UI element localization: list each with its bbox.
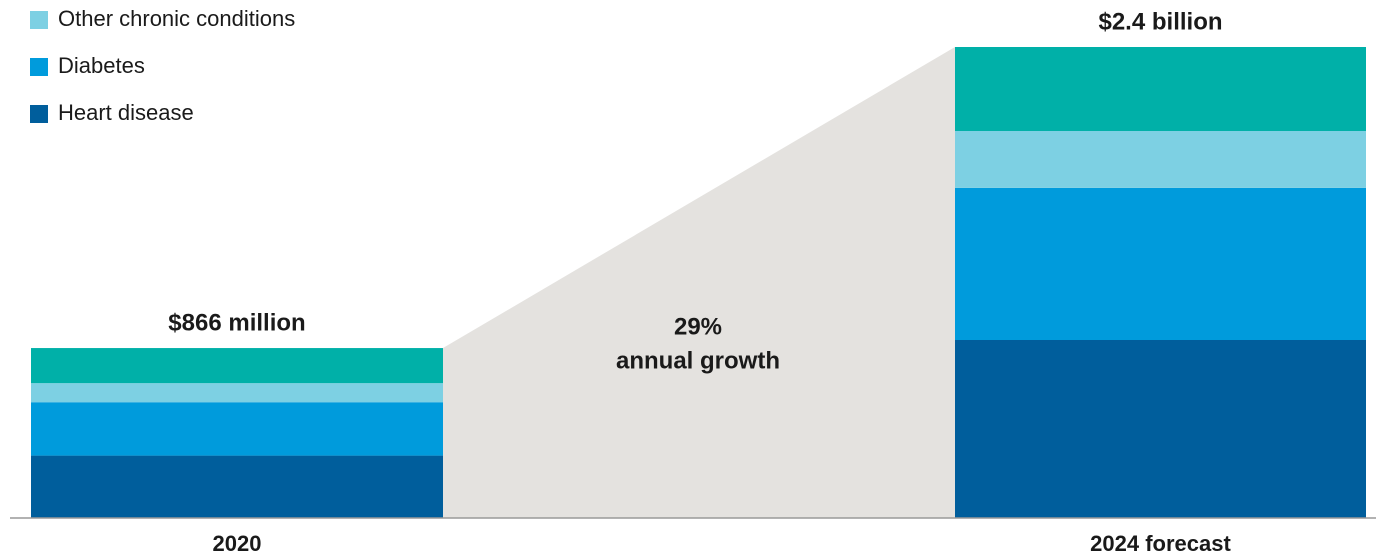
total-label: $2.4 billion xyxy=(1098,8,1222,35)
bar-segment xyxy=(955,47,1366,131)
legend-label: Diabetes xyxy=(58,53,145,78)
legend-label: Heart disease xyxy=(58,100,194,125)
x-tick-label: 2024 forecast xyxy=(1090,531,1231,556)
legend-swatch xyxy=(30,58,48,76)
bar-segment xyxy=(31,402,443,456)
legend-swatch xyxy=(30,105,48,123)
growth-area xyxy=(443,47,955,518)
total-label: $866 million xyxy=(168,309,305,336)
bar-segment xyxy=(31,348,443,384)
x-tick-label: 2020 xyxy=(213,531,262,556)
legend-swatch xyxy=(30,11,48,29)
annotation: annual growth xyxy=(616,347,780,374)
bar-segment xyxy=(955,187,1366,341)
bar-segment xyxy=(31,455,443,518)
bar-segment xyxy=(31,383,443,403)
legend-label: Other chronic conditions xyxy=(58,6,295,31)
bar-segment xyxy=(955,340,1366,518)
annotation: 29% xyxy=(674,313,722,340)
bar-segment xyxy=(955,130,1366,188)
